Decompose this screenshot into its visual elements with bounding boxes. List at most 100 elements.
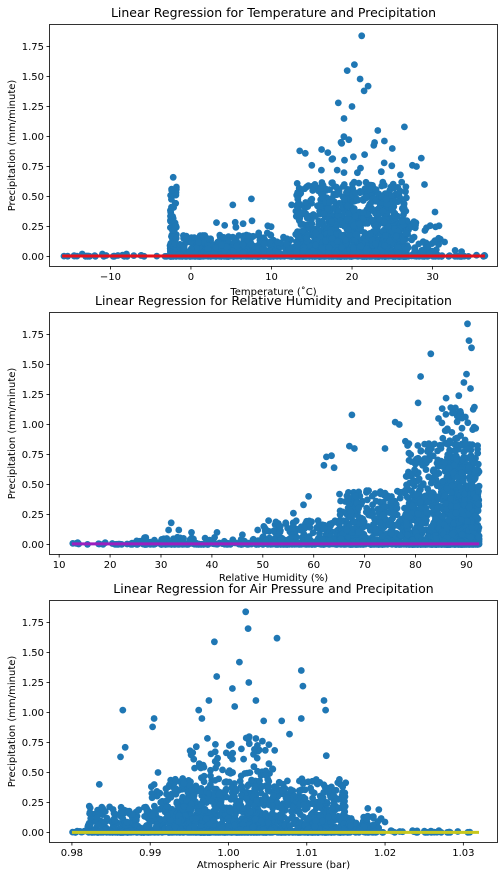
- scatter-point: [294, 189, 301, 196]
- scatter-point: [103, 814, 111, 822]
- scatter-point: [172, 234, 180, 242]
- scatter-point: [86, 810, 93, 817]
- scatter-point: [283, 235, 291, 243]
- scatter-point: [398, 178, 406, 186]
- scatter-point: [377, 168, 385, 176]
- scatter-point: [395, 421, 403, 428]
- scatter-point: [186, 536, 194, 544]
- scatter-point: [397, 531, 405, 539]
- scatter-point: [340, 181, 348, 188]
- y-axis-ticks: 0.000.250.500.751.001.251.501.75: [22, 330, 50, 551]
- scatter-point: [414, 399, 422, 407]
- scatter-point: [384, 223, 392, 230]
- scatter-point: [372, 526, 380, 534]
- scatter-point: [343, 526, 351, 534]
- y-tick-label: 0.00: [22, 540, 44, 551]
- scatter-point: [412, 491, 420, 499]
- scatter-point: [417, 447, 425, 455]
- scatter-point: [344, 202, 351, 210]
- scatter-point: [378, 533, 386, 540]
- y-tick-label: 1.50: [22, 72, 44, 83]
- scatter-point: [345, 136, 353, 144]
- scatter-point: [412, 460, 419, 468]
- scatter-point: [248, 217, 256, 225]
- scatter-point: [324, 205, 331, 213]
- scatter-point: [309, 211, 317, 218]
- scatter-point: [403, 473, 411, 480]
- scatter-point: [421, 493, 429, 501]
- scatter-point: [465, 464, 473, 472]
- scatter-point: [294, 241, 302, 249]
- x-tick-label: 10: [53, 560, 66, 571]
- scatter-point: [400, 236, 407, 244]
- scatter-point: [350, 206, 358, 214]
- scatter-point: [180, 244, 188, 252]
- scatter-point: [443, 454, 451, 461]
- scatter-point: [337, 518, 345, 525]
- scatter-point: [276, 528, 284, 536]
- scatter-point: [85, 802, 93, 810]
- scatter-point: [213, 529, 221, 536]
- y-tick-label: 0.75: [22, 162, 44, 173]
- scatter-point: [475, 482, 483, 490]
- scatter-point: [171, 240, 179, 248]
- scatter-point: [405, 449, 413, 457]
- scatter-point: [371, 240, 379, 248]
- x-tick-label: 30: [426, 272, 439, 283]
- scatter-point: [338, 140, 346, 147]
- scatter-point: [324, 149, 332, 157]
- scatter-point: [417, 483, 425, 490]
- scatter-point: [328, 235, 336, 242]
- scatter-point: [417, 373, 424, 380]
- scatter-point: [290, 509, 297, 517]
- y-axis-ticks: 0.000.250.500.751.001.251.501.75: [22, 42, 50, 263]
- scatter-point: [325, 244, 333, 251]
- scatter-point: [308, 161, 316, 169]
- scatter-point: [221, 222, 229, 229]
- scatter-point: [455, 392, 463, 400]
- scatter-point: [293, 180, 301, 187]
- y-axis-label: Precipitation (mm/minute): [7, 368, 18, 500]
- scatter-point: [340, 169, 348, 177]
- scatter-point: [362, 508, 370, 516]
- scatter-point: [464, 517, 471, 525]
- chart-pressure: Linear Regression for Air Pressure and P…: [7, 581, 498, 871]
- scatter-point: [417, 154, 425, 162]
- scatter-point: [165, 526, 173, 534]
- scatter-point: [419, 238, 427, 246]
- scatter-point: [391, 184, 398, 192]
- scatter-point: [358, 32, 366, 40]
- x-tick-label: 20: [104, 560, 117, 571]
- scatter-point: [142, 534, 150, 541]
- scatter-point: [336, 199, 343, 207]
- scatter-point: [351, 212, 359, 220]
- scatter-point: [318, 166, 325, 174]
- scatter-point: [367, 230, 374, 238]
- scatter-point: [204, 245, 212, 253]
- scatter-point: [431, 208, 439, 216]
- scatter-point: [425, 440, 433, 448]
- scatter-point: [408, 236, 416, 244]
- scatter-point: [340, 133, 348, 141]
- scatter-point: [168, 211, 175, 219]
- scatter-point: [396, 494, 404, 502]
- scatter-point: [182, 235, 190, 243]
- scatter-point: [262, 537, 269, 545]
- scatter-point: [452, 447, 459, 454]
- scatter-point: [239, 220, 247, 228]
- scatter-point: [458, 531, 466, 538]
- scatter-point: [402, 486, 409, 494]
- scatter-point: [270, 527, 277, 535]
- scatter-point: [459, 477, 466, 484]
- plot-frame: [49, 24, 498, 267]
- scatter-point: [150, 781, 158, 788]
- scatter-point: [352, 189, 359, 197]
- scatter-point: [110, 809, 118, 817]
- scatter-point: [435, 415, 442, 422]
- scatter-point: [363, 496, 371, 504]
- scatter-point: [423, 509, 430, 516]
- scatter-point: [463, 370, 470, 378]
- scatter-point: [328, 452, 335, 460]
- scatter-point: [301, 786, 309, 794]
- scatter-point: [355, 179, 363, 187]
